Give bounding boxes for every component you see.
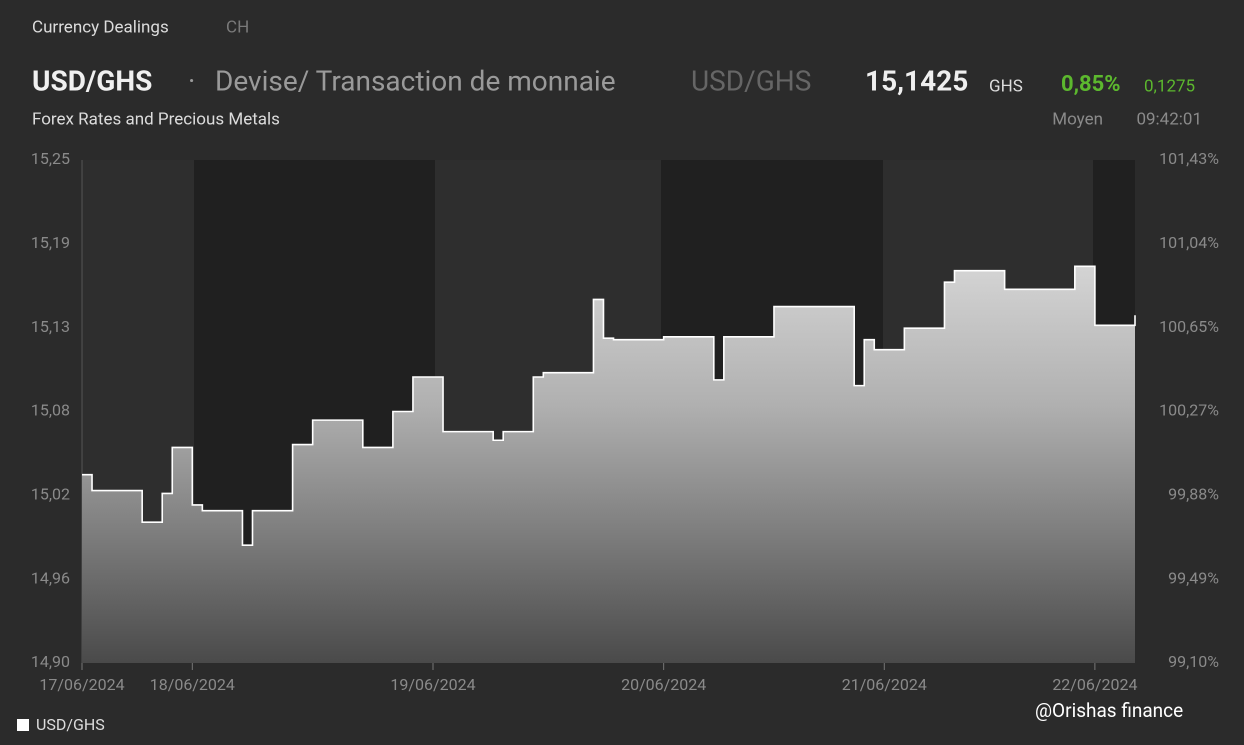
area-fill [82,266,1135,663]
y2-tick-label: 100,27% [1159,401,1219,420]
y2-tick-label: 99,88% [1168,485,1219,504]
separator: · [188,64,195,97]
price-line [82,265,1136,546]
x-tick-label: 19/06/2024 [390,675,475,694]
y2-tick-label: 101,43% [1159,149,1219,168]
y-tick-label: 15,13 [31,317,70,336]
legend-swatch [17,719,29,731]
price: 15,1425 [865,64,968,97]
y2-tick-label: 99,49% [1168,568,1219,587]
subtitle: Forex Rates and Precious Metals [32,109,280,129]
y-tick-label: 15,25 [31,149,70,168]
section-tab[interactable]: Currency Dealings [32,17,169,37]
y-tick-label: 15,08 [31,401,70,420]
tab[interactable]: CH [226,17,249,37]
currency: GHS [989,76,1023,96]
change: 0,1275 [1144,76,1195,96]
x-tick-label: 20/06/2024 [621,675,706,694]
y2-tick-label: 100,65% [1159,317,1219,336]
x-tick-label: 22/06/2024 [1052,675,1137,694]
x-tick-label: 21/06/2024 [842,675,927,694]
y2-tick-label: 99,10% [1168,652,1219,671]
legend-label: USD/GHS [36,715,105,734]
symbol: USD/GHS [32,64,152,97]
y-tick-label: 14,90 [31,652,70,671]
description: Devise/ Transaction de monnaie [215,64,616,97]
change-pct: 0,85% [1061,72,1121,97]
x-tick-label: 18/06/2024 [150,675,235,694]
y-tick-label: 14,96 [31,568,70,587]
x-tick-label: 17/06/2024 [39,675,124,694]
symbol-alt: USD/GHS [691,64,811,97]
time: 09:42:01 [1136,109,1202,129]
y-tick-label: 15,19 [31,233,70,252]
y-tick-label: 15,02 [31,485,70,504]
y2-tick-label: 101,04% [1159,233,1219,252]
watermark: @Orishas finance [1035,699,1183,722]
price-type: Moyen [1052,109,1103,129]
